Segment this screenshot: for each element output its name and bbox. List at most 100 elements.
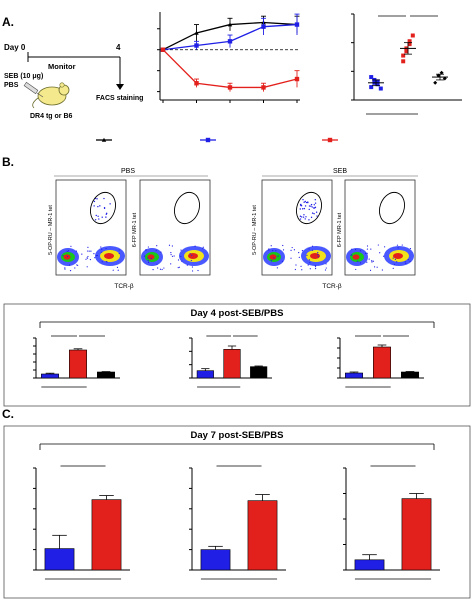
day7-tim3-chart (343, 465, 440, 580)
event-dot (116, 266, 119, 268)
event-dot (87, 250, 89, 252)
event-dot (93, 252, 95, 255)
mait-event-dot (299, 215, 302, 217)
density-peak-left (352, 254, 360, 260)
event-dot (409, 247, 412, 250)
event-dot (171, 245, 173, 247)
event-dot (314, 265, 316, 267)
data-point (410, 33, 415, 38)
event-dot (87, 246, 89, 248)
gate-ellipse (296, 191, 322, 225)
bar (373, 346, 391, 379)
data-point (194, 43, 199, 48)
event-dot (295, 264, 297, 266)
event-dot (64, 268, 66, 270)
event-dot (177, 267, 179, 269)
event-dot (85, 258, 87, 260)
day4-tim3-chart (337, 335, 424, 388)
density-peak-right (393, 253, 403, 259)
event-dot (405, 262, 407, 265)
event-dot (69, 270, 72, 272)
event-dot (86, 257, 88, 259)
mait-event-dot (305, 201, 308, 204)
mait-event-dot (300, 204, 302, 207)
flow-plot (139, 179, 211, 276)
event-dot (163, 267, 165, 269)
event-dot (314, 266, 317, 268)
event-dot (268, 249, 270, 251)
event-dot (404, 261, 406, 263)
data-point (404, 49, 409, 54)
mait-event-dot (109, 203, 111, 205)
event-dot (81, 253, 83, 255)
event-dot (370, 248, 372, 250)
event-dot (359, 250, 362, 252)
mait-event-dot (313, 204, 315, 206)
event-dot (105, 261, 107, 263)
event-dot (307, 264, 309, 266)
event-dot (191, 270, 194, 272)
day0-label: Day 0 (4, 43, 26, 52)
event-dot (180, 249, 182, 251)
bar (354, 559, 385, 571)
event-dot (272, 249, 274, 252)
event-dot (372, 260, 375, 262)
mait-event-dot (103, 197, 105, 200)
event-dot (393, 263, 396, 265)
gate-ellipse (174, 191, 200, 225)
mait-event-dot (97, 205, 99, 208)
event-dot (66, 255, 69, 258)
day4-panel-border (3, 303, 471, 407)
event-dot (67, 250, 70, 252)
event-dot (145, 249, 147, 251)
event-dot (377, 244, 379, 246)
event-dot (70, 245, 72, 247)
event-dot (301, 269, 303, 271)
density-peak-left (269, 254, 277, 260)
event-dot (383, 255, 385, 257)
event-dot (317, 256, 319, 258)
event-dot (64, 267, 66, 269)
event-dot (94, 257, 96, 259)
event-dot (101, 261, 103, 263)
event-dot (317, 254, 319, 256)
schematic: Day 0 4 Monitor FACS staining SEB (10 μg… (4, 43, 143, 120)
bar (97, 371, 115, 379)
facs-label: FACS staining (96, 95, 143, 102)
event-dot (366, 252, 368, 254)
event-dot (301, 250, 304, 252)
event-dot (369, 269, 372, 271)
event-dot (74, 267, 76, 269)
event-dot (384, 246, 386, 248)
day7-lag3-chart (189, 465, 286, 580)
event-dot (392, 267, 394, 269)
mait-event-dot (97, 215, 99, 217)
syringe-icon (23, 81, 44, 98)
flow-group-pbs-label: PBS (121, 168, 135, 175)
event-dot (147, 261, 150, 263)
event-dot (105, 247, 107, 250)
mait-event-dot (299, 208, 301, 210)
flow-xlabel-pbs: TCR-β (114, 283, 134, 290)
density-peak-right (188, 253, 198, 259)
flow-xlabel-seb: TCR-β (322, 283, 342, 290)
event-dot (177, 259, 180, 261)
event-dot (156, 263, 158, 265)
event-dot (355, 268, 357, 271)
flow-cytometry-panel: PBS SEB TCR-β TCR-β 5-OP-RU – MR-1 tet 6… (48, 168, 418, 290)
series-line (162, 49, 298, 89)
event-dot (118, 252, 120, 255)
event-dot (282, 244, 284, 247)
event-dot (90, 250, 92, 252)
bar (69, 349, 87, 379)
event-dot (186, 264, 188, 266)
event-dot (194, 245, 196, 247)
event-dot (270, 245, 272, 247)
mait-event-dot (310, 205, 312, 207)
weight-chart (157, 12, 300, 103)
event-dot (317, 252, 319, 254)
event-dot (147, 246, 149, 248)
bar (401, 371, 419, 379)
pbs-label: PBS (4, 82, 19, 89)
data-point (407, 42, 412, 47)
